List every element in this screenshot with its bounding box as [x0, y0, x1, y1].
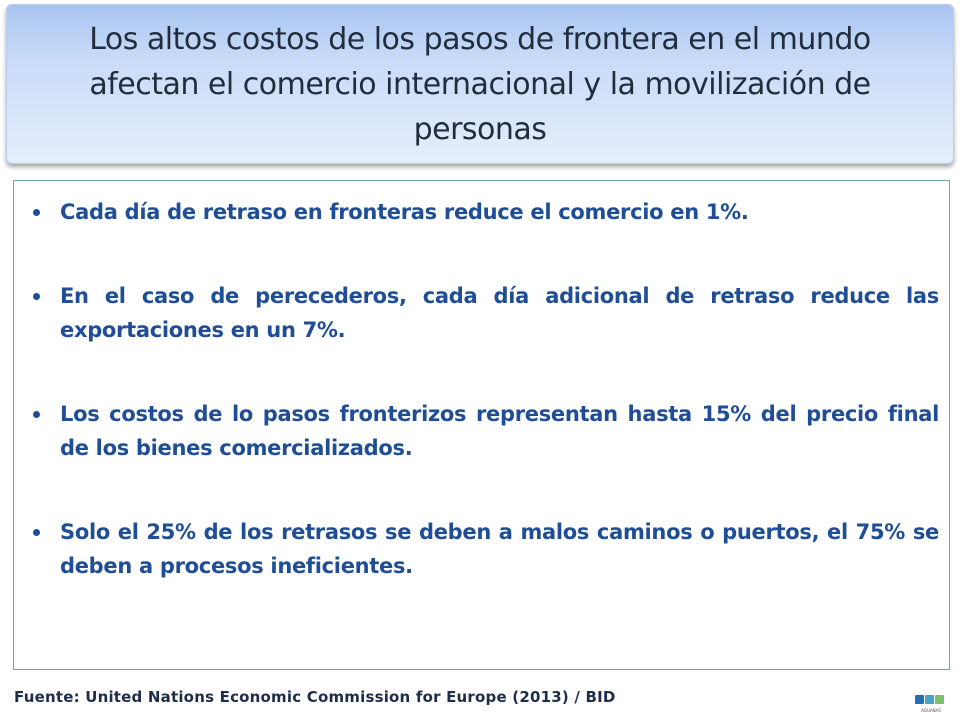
bullet-text-1: Cada día de retraso en fronteras reduce … — [60, 200, 749, 224]
bullet-dot-icon — [33, 411, 40, 418]
bullet-dot-icon — [33, 293, 40, 300]
slide-title: Los altos costos de los pasos de fronter… — [89, 21, 871, 147]
bullet-text-4: Solo el 25% de los retrasos se deben a m… — [60, 520, 939, 578]
bullet-item-4: Solo el 25% de los retrasos se deben a m… — [30, 515, 939, 583]
bullet-item-3: Los costos de lo pasos fronterizos repre… — [30, 397, 939, 465]
bullet-dot-icon — [33, 209, 40, 216]
bullet-dot-icon — [33, 529, 40, 536]
content-panel: Cada día de retraso en fronteras reduce … — [13, 180, 950, 670]
slide-title-banner: Los altos costos de los pasos de fronter… — [6, 4, 954, 164]
source-citation: Fuente: United Nations Economic Commissi… — [14, 688, 616, 706]
bullet-list: Cada día de retraso en fronteras reduce … — [30, 195, 939, 583]
bullet-item-1: Cada día de retraso en fronteras reduce … — [30, 195, 939, 229]
bullet-text-2: En el caso de perecederos, cada día adic… — [60, 284, 939, 342]
bullet-text-3: Los costos de lo pasos fronterizos repre… — [60, 402, 939, 460]
dga-logo-icon: ADUANAS — [915, 695, 944, 713]
bullet-item-2: En el caso de perecederos, cada día adic… — [30, 279, 939, 347]
logo-subtext: ADUANAS — [921, 708, 941, 713]
